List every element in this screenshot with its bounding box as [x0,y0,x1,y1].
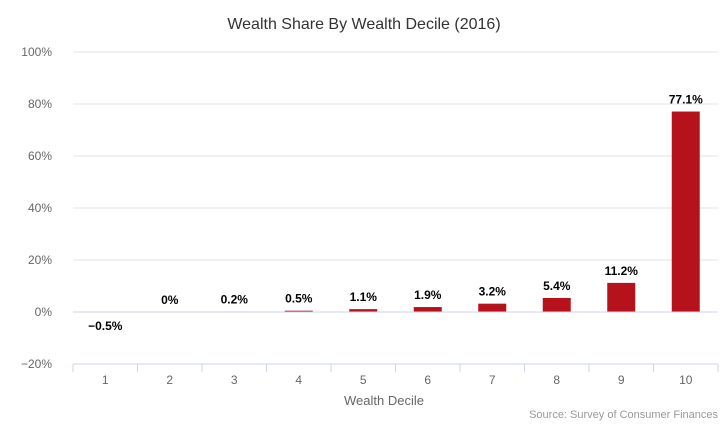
x-tick-label: 7 [489,373,496,387]
y-tick-label: 40% [28,201,52,215]
data-label: 0.2% [221,292,249,306]
y-tick-label: 0% [35,305,53,319]
data-label: 1.9% [414,288,442,302]
x-tick-labels: 1 2 3 4 5 6 7 8 9 10 [102,373,693,387]
bar [542,297,571,312]
x-tick-label: 3 [231,373,238,387]
x-tick-label: 5 [360,373,367,387]
y-tick-label: 60% [28,149,52,163]
x-tick-label: 10 [679,373,693,387]
x-axis-title: Wealth Decile [344,393,424,408]
y-tick-label: −20% [21,357,52,371]
bar [607,282,636,312]
y-tick-label: 20% [28,253,52,267]
bar [349,309,378,312]
y-axis: −20% 0% 20% 40% 60% 80% 100% [21,45,52,371]
x-axis [72,311,719,372]
data-label: −0.5% [88,319,123,333]
bar [671,111,700,312]
data-label: 1.1% [350,290,378,304]
x-tick-label: 8 [553,373,560,387]
x-tick-label: 6 [424,373,431,387]
bar [284,310,313,312]
x-tick-label: 4 [295,373,302,387]
data-label: 11.2% [605,264,639,278]
bar [478,303,507,312]
data-label: 3.2% [479,285,507,299]
y-tick-label: 100% [21,45,52,59]
data-label: 5.4% [543,279,571,293]
data-label: 0.5% [285,292,313,306]
bar [413,307,442,312]
data-labels: −0.5% 0% 0.2% 0.5% 1.1% 1.9% 3.2% 5.4% 11.2% 77.1… [88,93,703,333]
bars [220,111,700,312]
source-note: Source: Survey of Consumer Finances [529,409,718,421]
gridlines [73,51,718,365]
data-label: 0% [161,293,179,307]
data-label: 77.1% [669,93,703,107]
x-tick-label: 2 [166,373,173,387]
x-tick-label: 1 [102,373,109,387]
chart-title: Wealth Share By Wealth Decile (2016) [227,16,500,33]
x-tick-label: 9 [618,373,625,387]
y-tick-label: 80% [28,97,52,111]
